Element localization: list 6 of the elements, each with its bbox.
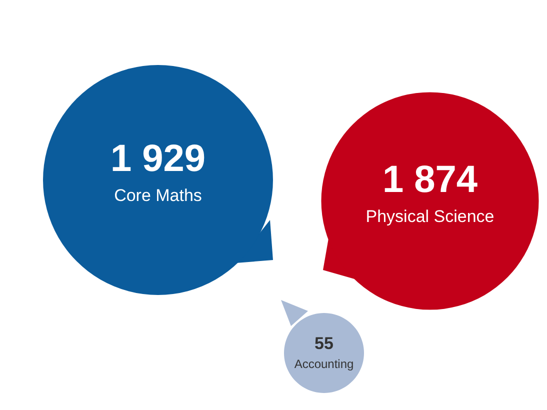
data-label: 55 <box>314 334 334 354</box>
category-label: Physical Science <box>366 206 494 226</box>
data-label: 1 874 <box>382 159 478 202</box>
category-label: Accounting <box>294 356 354 371</box>
data-label: 1 929 <box>110 138 206 180</box>
category-label: Core Maths <box>114 186 202 205</box>
